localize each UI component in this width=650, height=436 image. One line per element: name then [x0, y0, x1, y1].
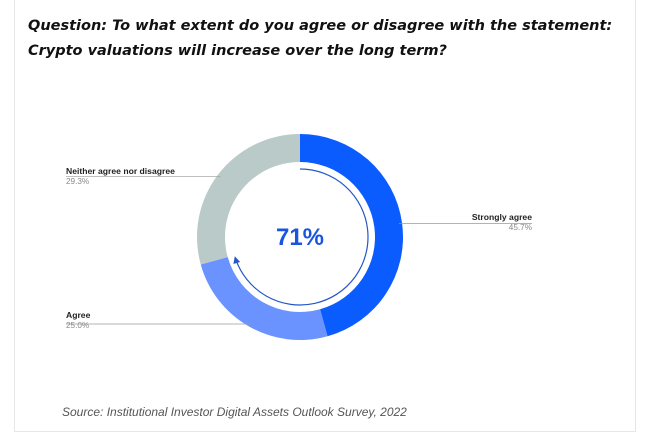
- chart-card: [14, 0, 636, 432]
- title-line-2: Crypto valuations will increase over the…: [28, 43, 447, 59]
- title-line-1: Question: To what extent do you agree or…: [28, 18, 613, 34]
- donut-slices: [197, 134, 404, 341]
- label-leader-lines: [66, 176, 532, 325]
- slice-strongly-agree: [300, 134, 404, 337]
- label-agree: Agree: [66, 310, 91, 320]
- source-note: Source: Institutional Investor Digital A…: [62, 405, 407, 419]
- agreement-arc-arrow: [234, 168, 369, 306]
- center-percentage: 71%: [276, 224, 324, 251]
- agreement-arrowhead-icon: [233, 256, 241, 264]
- label-strongly-agree: Strongly agree: [472, 212, 532, 222]
- slice-agree: [200, 257, 328, 341]
- label-neither-agree-nor-disagree: Neither agree nor disagree: [66, 166, 175, 176]
- value-label-strongly-agree: 45.7%: [509, 223, 532, 232]
- slice-neither-agree-nor-disagree: [197, 134, 300, 265]
- value-label-agree: 25.0%: [66, 321, 89, 330]
- chart-title: Question: To what extent do you agree or…: [28, 14, 628, 64]
- value-label-neither-agree-nor-disagree: 29.3%: [66, 177, 89, 186]
